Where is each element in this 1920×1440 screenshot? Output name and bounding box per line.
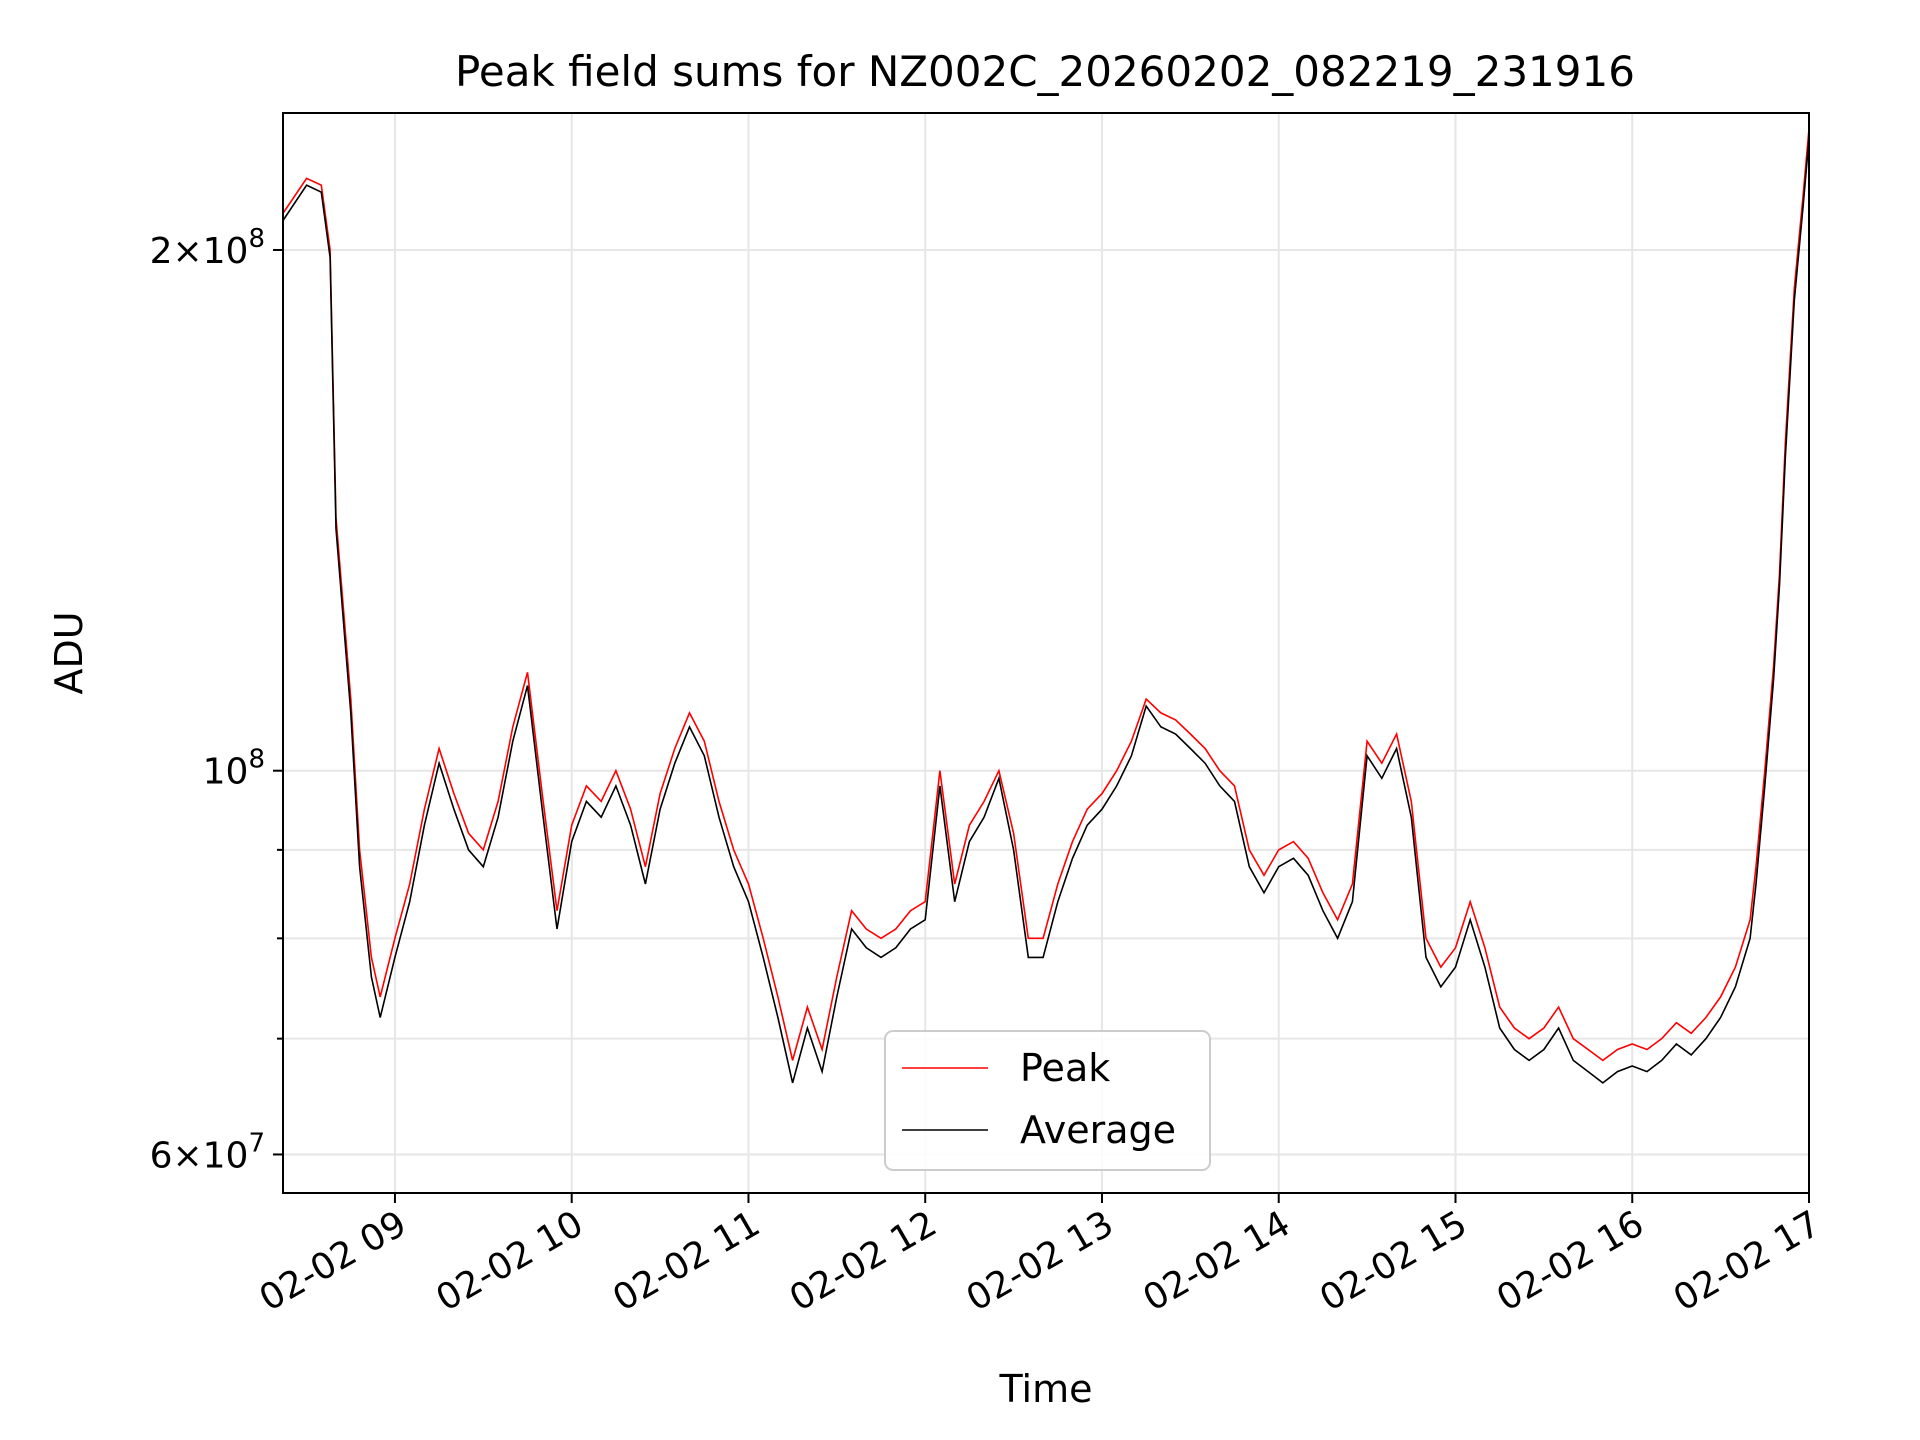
series-line-peak [283, 128, 1809, 1062]
series-line-average [283, 138, 1809, 1084]
x-tick-label: 02-02 16 [1490, 1203, 1651, 1319]
x-tick-label: 02-02 13 [960, 1203, 1121, 1319]
legend: Peak Average [884, 1030, 1211, 1171]
x-tick-label: 02-02 15 [1313, 1203, 1474, 1319]
y-tick-label: 2×108 [150, 224, 265, 272]
plot-frame [282, 112, 1810, 1194]
legend-label-average: Average [1020, 1108, 1176, 1152]
x-tick-label: 02-02 14 [1137, 1203, 1298, 1319]
y-axis-label: ADU [47, 611, 91, 694]
x-tick-label: 02-02 17 [1667, 1203, 1828, 1319]
y-tick-label: 108 [203, 745, 265, 793]
x-axis-label: Time [999, 1367, 1093, 1411]
x-tick-label: 02-02 09 [253, 1203, 414, 1319]
x-tick-label: 02-02 10 [430, 1203, 591, 1319]
x-axis-ticks: 02-02 09 02-02 10 02-02 11 02-02 12 02-02 13… [253, 1193, 1828, 1320]
y-axis-ticks: 2×108 108 6×107 [150, 224, 283, 1176]
series-layer [283, 128, 1809, 1084]
x-tick-label: 02-02 11 [606, 1203, 767, 1319]
chart-title: Peak field sums for NZ002C_20260202_0822… [455, 47, 1635, 96]
grid [283, 113, 1810, 1193]
y-tick-label: 6×107 [150, 1128, 265, 1176]
legend-box [884, 1030, 1211, 1171]
x-tick-label: 02-02 12 [783, 1203, 944, 1319]
legend-label-peak: Peak [1020, 1046, 1110, 1090]
